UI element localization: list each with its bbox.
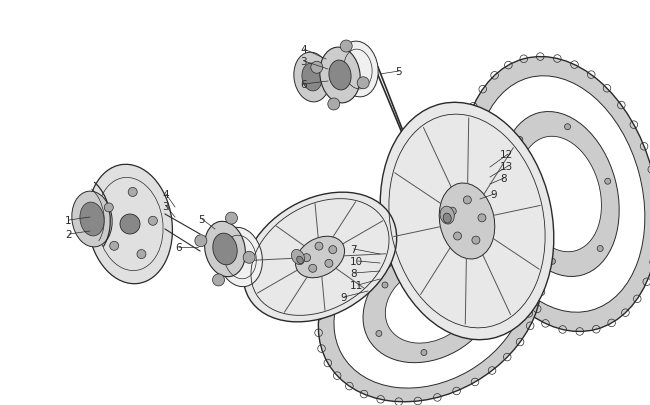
Circle shape: [376, 331, 382, 337]
Ellipse shape: [296, 237, 344, 278]
Ellipse shape: [334, 220, 526, 388]
Ellipse shape: [320, 48, 360, 104]
Circle shape: [120, 215, 140, 234]
Text: 3: 3: [162, 202, 168, 211]
Circle shape: [510, 204, 515, 210]
Text: 13: 13: [500, 162, 514, 172]
Text: 11: 11: [350, 280, 363, 290]
Circle shape: [325, 260, 333, 268]
Ellipse shape: [302, 64, 322, 92]
Ellipse shape: [296, 257, 304, 264]
Text: 4: 4: [300, 45, 307, 55]
Circle shape: [148, 217, 157, 226]
Ellipse shape: [475, 77, 645, 312]
Text: 2: 2: [65, 230, 72, 239]
Ellipse shape: [80, 202, 104, 237]
Circle shape: [517, 137, 523, 143]
Text: 1: 1: [65, 215, 72, 226]
Circle shape: [454, 232, 462, 241]
Ellipse shape: [440, 207, 454, 224]
Circle shape: [433, 253, 439, 259]
Circle shape: [311, 62, 323, 74]
Circle shape: [213, 274, 224, 286]
Text: 6: 6: [300, 80, 307, 90]
Ellipse shape: [439, 183, 495, 259]
Circle shape: [329, 246, 337, 254]
Circle shape: [328, 99, 340, 111]
Circle shape: [478, 214, 486, 222]
Text: 9: 9: [490, 190, 497, 200]
Text: 4: 4: [162, 190, 168, 200]
Circle shape: [128, 188, 137, 197]
Circle shape: [382, 282, 388, 288]
Ellipse shape: [462, 58, 650, 332]
Text: 9: 9: [340, 292, 346, 302]
Ellipse shape: [243, 193, 396, 322]
Circle shape: [110, 242, 119, 251]
Circle shape: [597, 246, 603, 252]
Circle shape: [195, 235, 207, 247]
Ellipse shape: [294, 53, 330, 102]
Circle shape: [478, 272, 484, 278]
Ellipse shape: [318, 207, 541, 402]
Text: 5: 5: [198, 215, 205, 224]
Circle shape: [137, 250, 146, 259]
Circle shape: [565, 124, 571, 130]
Circle shape: [309, 264, 317, 273]
Circle shape: [463, 196, 471, 205]
Ellipse shape: [88, 165, 172, 284]
Ellipse shape: [72, 192, 112, 247]
Ellipse shape: [329, 61, 351, 91]
Ellipse shape: [205, 222, 246, 277]
Text: 5: 5: [395, 67, 402, 77]
Circle shape: [340, 41, 352, 53]
Text: 8: 8: [350, 269, 357, 278]
Circle shape: [104, 203, 113, 212]
Circle shape: [421, 350, 427, 356]
Ellipse shape: [380, 103, 554, 340]
Ellipse shape: [291, 250, 305, 265]
Ellipse shape: [443, 213, 451, 224]
Ellipse shape: [363, 246, 497, 363]
Ellipse shape: [213, 234, 237, 265]
Text: 12: 12: [500, 149, 514, 160]
Circle shape: [604, 179, 611, 185]
Circle shape: [226, 213, 237, 224]
Circle shape: [243, 252, 255, 264]
Circle shape: [549, 259, 556, 264]
Ellipse shape: [218, 228, 263, 287]
Text: 8: 8: [500, 174, 506, 183]
Circle shape: [448, 208, 456, 215]
Text: 6: 6: [175, 243, 181, 252]
Text: 7: 7: [350, 244, 357, 254]
Text: 10: 10: [350, 256, 363, 266]
Ellipse shape: [500, 112, 619, 277]
Circle shape: [315, 243, 323, 251]
Ellipse shape: [338, 42, 378, 98]
Circle shape: [358, 78, 369, 90]
Ellipse shape: [519, 137, 601, 252]
Circle shape: [472, 237, 480, 245]
Circle shape: [303, 254, 311, 262]
Ellipse shape: [385, 265, 474, 343]
Text: 3: 3: [300, 57, 307, 67]
Circle shape: [472, 320, 478, 326]
